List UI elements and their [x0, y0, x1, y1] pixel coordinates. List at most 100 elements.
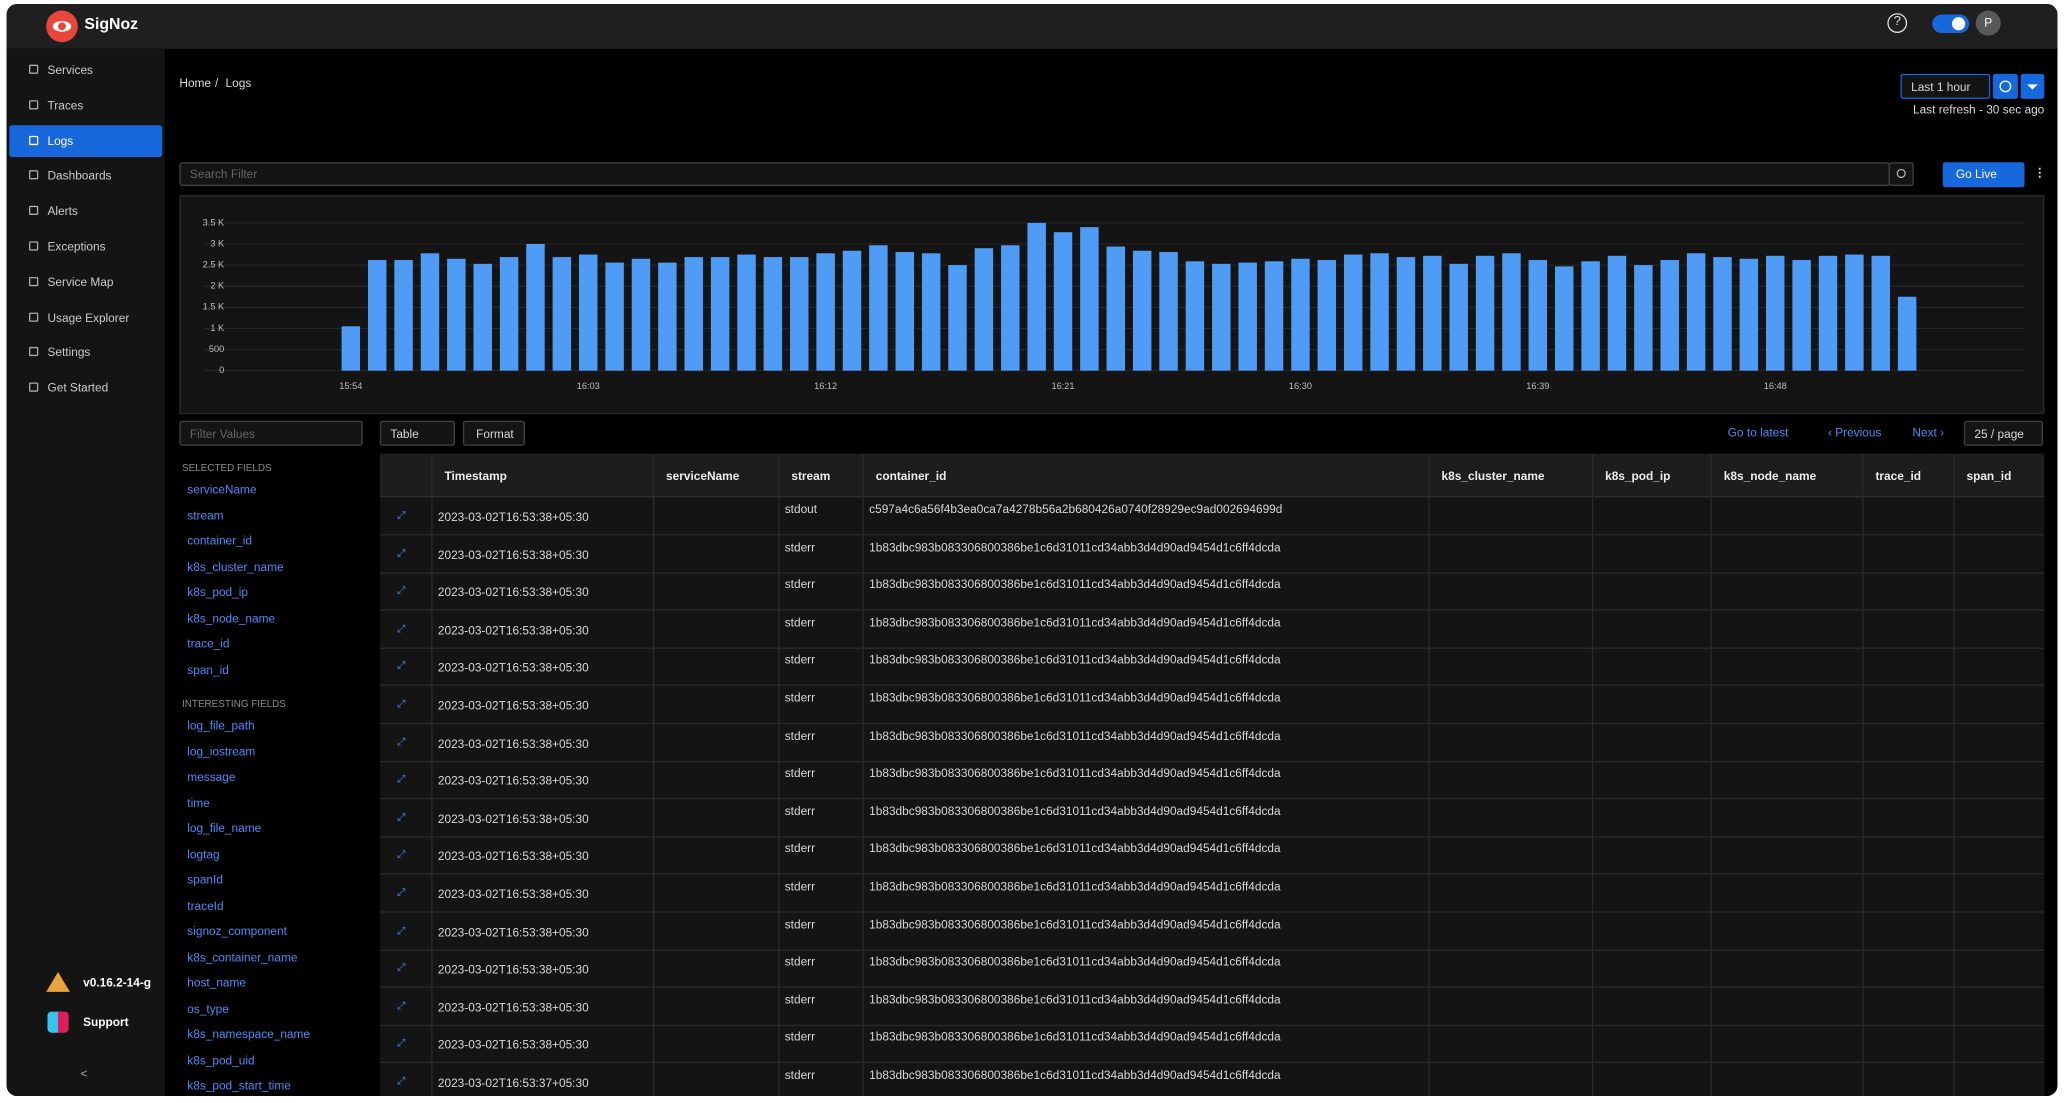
expand-icon[interactable]: ⤢: [396, 961, 406, 974]
nav-item[interactable]: Traces: [9, 89, 162, 121]
nav-label[interactable]: Dashboards: [47, 169, 112, 183]
refresh-menu[interactable]: [2020, 73, 2045, 99]
column-divider: [1862, 453, 1864, 1097]
selected-field[interactable]: trace_id: [187, 637, 230, 651]
interesting-field[interactable]: log_file_name: [187, 821, 262, 835]
selected-field[interactable]: k8s_pod_ip: [187, 585, 249, 599]
top-bar: [6, 3, 2058, 49]
stream-cell: stderr: [784, 540, 816, 554]
expand-icon[interactable]: ⤢: [396, 584, 406, 597]
nav-item[interactable]: Exceptions: [9, 231, 162, 263]
selected-field[interactable]: k8s_node_name: [187, 611, 276, 625]
interesting-field[interactable]: message: [187, 770, 236, 784]
expand-icon[interactable]: ⤢: [396, 773, 406, 785]
support[interactable]: Support: [83, 1015, 129, 1029]
expand-icon[interactable]: ⤢: [396, 848, 406, 861]
interesting-field[interactable]: log_file_path: [187, 718, 255, 732]
nav-label[interactable]: Alerts: [47, 204, 78, 218]
interesting-field[interactable]: k8s_pod_uid: [187, 1053, 255, 1067]
go-to-latest[interactable]: Go to latest: [1727, 426, 1789, 440]
format-button[interactable]: Format: [462, 420, 525, 446]
nav-item[interactable]: Alerts: [9, 195, 162, 227]
nav-label[interactable]: Logs: [47, 133, 74, 148]
selected-field[interactable]: span_id: [187, 662, 229, 676]
nav-item[interactable]: Dashboards: [9, 160, 162, 192]
selected-field[interactable]: k8s_cluster_name: [187, 559, 284, 574]
selected-field[interactable]: serviceName: [187, 482, 257, 496]
nav-label[interactable]: Services: [47, 63, 94, 77]
nav-item[interactable]: Services: [9, 54, 162, 86]
bar: [1370, 253, 1389, 371]
previous-label[interactable]: Previous: [1835, 426, 1882, 440]
nav-icon: [29, 347, 39, 357]
last-refresh: Last refresh - 30 sec ago: [1912, 102, 2045, 117]
expand-icon[interactable]: ⤢: [396, 810, 406, 823]
interesting-field[interactable]: spanId: [187, 873, 223, 887]
go-live[interactable]: Go Live: [1942, 162, 2025, 188]
nav-label[interactable]: Exceptions: [47, 240, 106, 254]
expand-icon[interactable]: ⤢: [396, 509, 406, 521]
expand-icon[interactable]: ⤢: [396, 697, 406, 710]
interesting-field[interactable]: host_name: [187, 975, 247, 990]
theme-toggle[interactable]: [1932, 14, 1970, 33]
breadcrumb-home[interactable]: Home: [179, 76, 212, 90]
interesting-field[interactable]: os_type: [187, 1001, 229, 1015]
interesting-field[interactable]: logtag: [187, 847, 220, 861]
timestamp-cell: 2023-03-02T16:53:38+05:30: [437, 963, 589, 977]
expand-icon[interactable]: ⤢: [396, 1037, 406, 1050]
filter-values[interactable]: Filter Values: [179, 420, 363, 446]
nav-item[interactable]: Get Started: [9, 372, 162, 404]
y-tick-label: 3.5 K: [203, 217, 225, 227]
expand-icon[interactable]: ⤢: [396, 886, 406, 899]
nav-icon: [29, 241, 39, 251]
help-icon[interactable]: ?: [1887, 13, 1908, 33]
expand-icon[interactable]: ⤢: [396, 735, 406, 748]
nav-label[interactable]: Service Map: [47, 275, 114, 289]
logo[interactable]: [46, 10, 78, 43]
interesting-field[interactable]: traceId: [187, 898, 224, 913]
interesting-field[interactable]: log_iostream: [187, 744, 256, 758]
nav-label[interactable]: Get Started: [47, 381, 109, 395]
interesting-field[interactable]: time: [187, 795, 210, 810]
time-range[interactable]: Last 1 hour: [1900, 73, 1991, 99]
expand-icon[interactable]: ⤢: [396, 659, 406, 672]
expand-icon[interactable]: ⤢: [396, 1074, 406, 1087]
bar: [1132, 250, 1152, 371]
expand-icon[interactable]: ⤢: [396, 546, 406, 559]
previous[interactable]: ‹ Previous: [1827, 426, 1882, 440]
search-filter[interactable]: Search Filter: [179, 162, 1890, 186]
view-select[interactable]: Table: [379, 420, 456, 446]
nav-item[interactable]: Settings: [9, 337, 162, 369]
interesting-field[interactable]: k8s_namespace_name: [187, 1027, 311, 1041]
stream-cell: stderr: [784, 653, 816, 667]
avatar[interactable]: P: [1975, 10, 2001, 36]
expand-icon[interactable]: ⤢: [396, 622, 406, 635]
stream-cell: stdout: [784, 502, 818, 516]
expand-icon[interactable]: ⤢: [396, 924, 406, 936]
nav-item[interactable]: Usage Explorer: [9, 301, 162, 333]
interesting-field[interactable]: signoz_component: [187, 924, 287, 938]
page-size[interactable]: 25 / page: [1963, 420, 2043, 446]
interesting-field[interactable]: k8s_container_name: [187, 950, 298, 964]
nav-label[interactable]: Traces: [47, 98, 84, 112]
stream-cell: stderr: [784, 766, 816, 780]
selected-field[interactable]: container_id: [187, 534, 252, 548]
version[interactable]: v0.16.2-14-g: [83, 975, 152, 990]
container-id-cell: 1b83dbc983b083306800386be1c6d31011cd34ab…: [869, 841, 1281, 856]
selected-field[interactable]: stream: [187, 508, 224, 522]
search-button[interactable]: [1888, 162, 1914, 186]
brand[interactable]: SigNoz: [84, 14, 139, 33]
nav-item[interactable]: Logs: [9, 124, 163, 157]
nav-label[interactable]: Usage Explorer: [47, 310, 130, 324]
interesting-fields-title: INTERESTING FIELDS: [182, 697, 286, 710]
nav-label[interactable]: Settings: [47, 346, 91, 360]
container-id-cell: 1b83dbc983b083306800386be1c6d31011cd34ab…: [869, 653, 1281, 667]
next[interactable]: Next ›: [1912, 426, 1945, 440]
interesting-field[interactable]: k8s_pod_start_time: [187, 1078, 291, 1093]
nav-item[interactable]: Service Map: [9, 266, 162, 298]
more-menu[interactable]: ⋮: [2033, 166, 2046, 180]
next-label[interactable]: Next: [1912, 426, 1937, 440]
refresh-button[interactable]: [1992, 73, 2018, 99]
expand-icon[interactable]: ⤢: [396, 999, 406, 1012]
collapse[interactable]: <: [80, 1066, 88, 1081]
